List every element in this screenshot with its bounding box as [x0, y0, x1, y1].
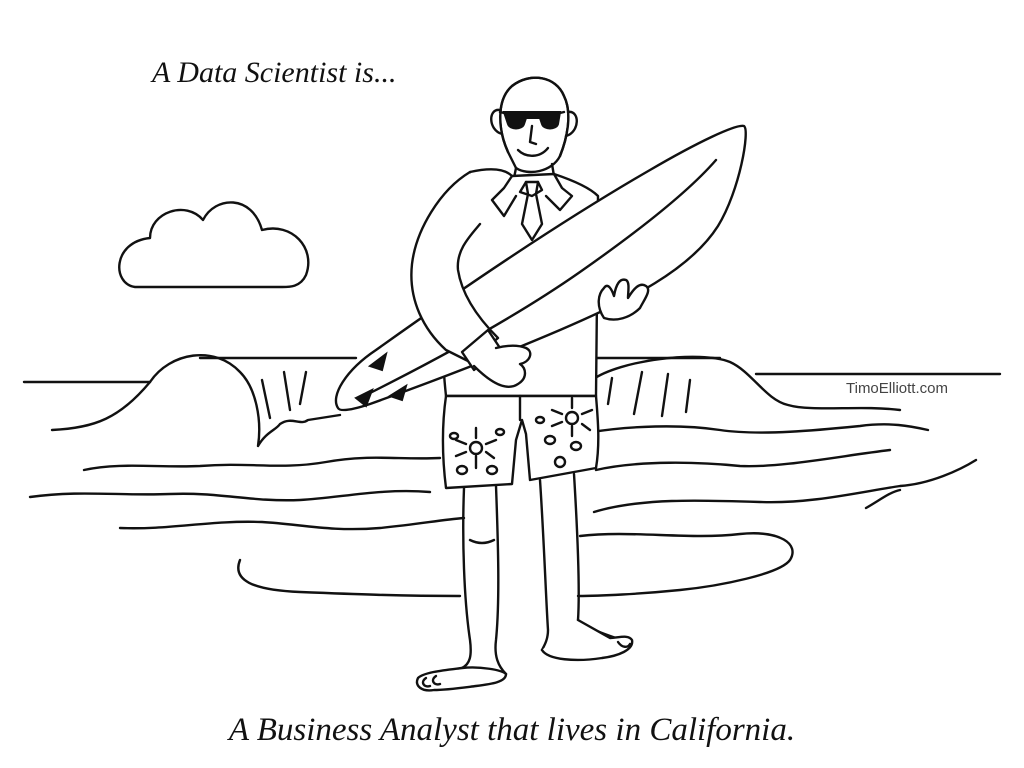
leg-left	[460, 486, 472, 670]
surfboard-stringer	[362, 158, 718, 398]
wave-left	[148, 354, 342, 448]
sunglasses	[502, 111, 562, 130]
hand-left	[472, 344, 532, 389]
foam-line-1	[82, 456, 442, 472]
foam-line-4	[237, 558, 462, 598]
caption-bottom: A Business Analyst that lives in Califor…	[228, 712, 796, 748]
foam-right-2	[592, 458, 978, 514]
fin-2	[354, 387, 374, 408]
nose	[528, 124, 538, 146]
foot-right	[540, 618, 634, 662]
hand-right	[597, 278, 650, 321]
wave-right	[590, 355, 902, 412]
caption-top: A Data Scientist is...	[152, 56, 397, 89]
fin-3	[387, 383, 408, 402]
wave-right-edge	[590, 423, 930, 434]
shorts	[441, 394, 600, 490]
foam-right-1	[594, 448, 892, 472]
leg-right	[538, 478, 550, 652]
credit-text: TimoElliott.com	[846, 380, 948, 397]
foam-line-3	[118, 516, 466, 531]
flower-pattern-right	[534, 396, 594, 469]
wave-left-base	[50, 380, 152, 432]
mouth	[516, 146, 550, 157]
foam-line-2	[28, 489, 432, 502]
foam-right-3	[576, 532, 794, 598]
arm-sleeve	[410, 170, 500, 364]
cloud	[118, 201, 310, 289]
fin-1	[367, 351, 388, 372]
head-outline-top	[499, 76, 570, 158]
flower-pattern-left	[448, 426, 506, 476]
